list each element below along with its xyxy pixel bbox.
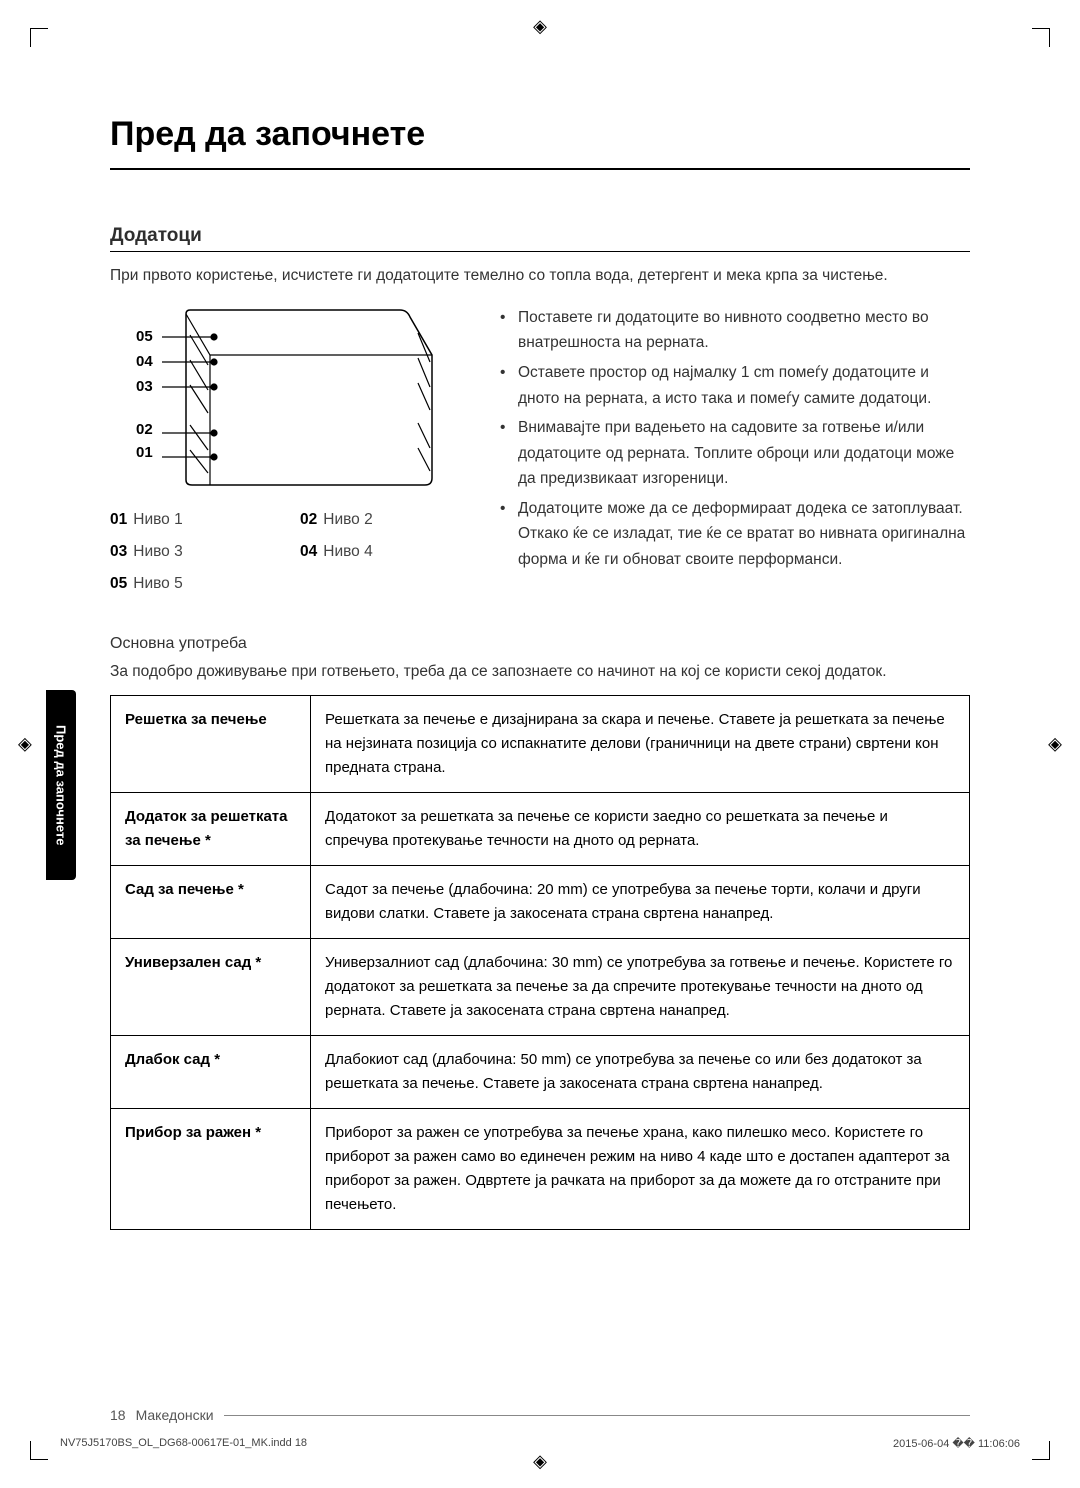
table-row: Прибор за ражен *Приборот за ражен се уп… <box>111 1108 970 1229</box>
diagram-label: 04 <box>136 354 153 369</box>
meta-stamp: 2015-06-04 �� 11:06:06 <box>893 1437 1020 1450</box>
meta-file: NV75J5170BS_OL_DG68-00617E-01_MK.indd 18 <box>60 1437 307 1450</box>
basic-use-intro: За подобро доживување при готвењето, тре… <box>110 663 970 681</box>
registration-mark-icon: ◈ <box>18 734 32 755</box>
instruction-bullets: Поставете ги додатоците во нивното соодв… <box>500 305 970 573</box>
bullet-item: Оставете простор од најмалку 1 cm помеѓу… <box>500 360 970 411</box>
heading-rule <box>110 251 970 252</box>
print-metadata: NV75J5170BS_OL_DG68-00617E-01_MK.indd 18… <box>60 1437 1020 1450</box>
basic-use-heading: Основна употреба <box>110 635 970 653</box>
table-row: Длабок сад *Длабокиот сад (длабочина: 50… <box>111 1035 970 1108</box>
table-row: Додаток за решетката за печење *Додатоко… <box>111 792 970 865</box>
title-rule <box>110 168 970 170</box>
bullet-item: Додатоците може да се деформираат додека… <box>500 496 970 573</box>
accessories-table: Решетка за печењеРешетката за печење е д… <box>110 695 970 1230</box>
diagram-label: 02 <box>136 422 153 437</box>
bullet-item: Внимавајте при вадењето на садовите за г… <box>500 415 970 492</box>
diagram-label: 01 <box>136 445 153 460</box>
registration-mark-icon: ◈ <box>1048 734 1062 755</box>
diagram-legend: 01Ниво 1 02Ниво 2 03Ниво 3 04Ниво 4 05Ни… <box>110 511 460 593</box>
registration-mark-icon: ◈ <box>533 1451 547 1472</box>
page-number: 18 <box>110 1407 126 1423</box>
table-row: Универзален сад *Универзалниот сад (длаб… <box>111 938 970 1035</box>
footer-lang: Македонски <box>136 1407 214 1423</box>
diagram-label: 05 <box>136 329 153 344</box>
page-title: Пред да започнете <box>110 115 970 154</box>
bullet-item: Поставете ги додатоците во нивното соодв… <box>500 305 970 356</box>
diagram-label: 03 <box>136 379 153 394</box>
table-row: Сад за печење *Садот за печење (длабочин… <box>111 865 970 938</box>
section-intro: При првото користење, исчистете ги додат… <box>110 266 970 287</box>
oven-diagram: 05 04 03 02 01 <box>120 305 450 495</box>
table-row: Решетка за печењеРешетката за печење е д… <box>111 695 970 792</box>
page-footer: 18 Македонски <box>110 1407 970 1423</box>
section-heading: Додатоци <box>110 225 970 247</box>
